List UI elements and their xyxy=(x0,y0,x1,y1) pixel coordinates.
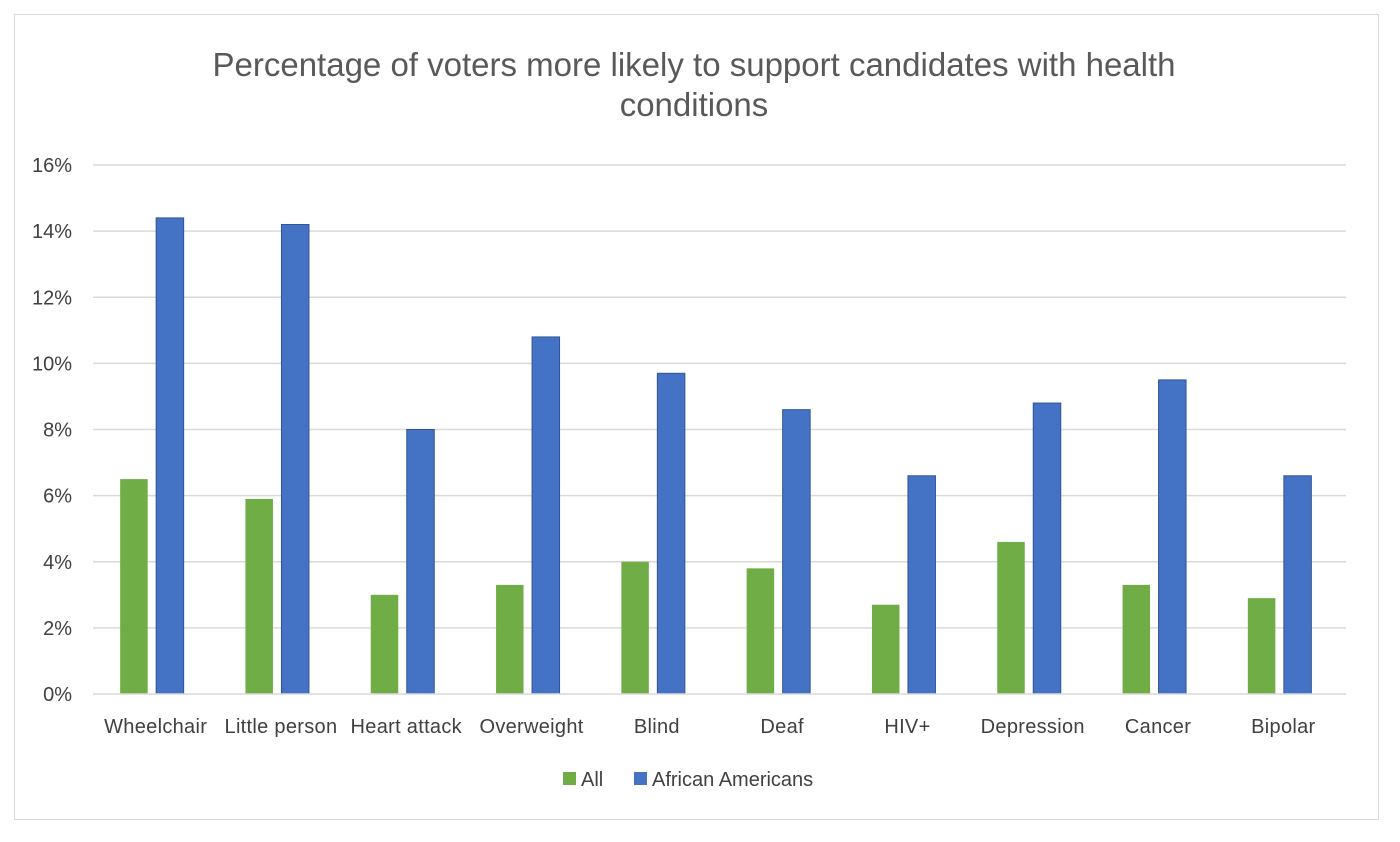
y-tick-label: 4% xyxy=(43,552,72,574)
y-tick-label: 14% xyxy=(32,221,72,243)
legend-swatch-african-americans xyxy=(634,772,647,785)
chart-frame xyxy=(14,14,1379,820)
bar-african-americans-overweight xyxy=(531,336,561,695)
x-category-label: Blind xyxy=(634,716,680,738)
x-category-label: Cancer xyxy=(1125,716,1191,738)
legend-label-all: All xyxy=(581,769,603,791)
bar-african-americans-depression xyxy=(1032,402,1062,695)
y-tick-label: 6% xyxy=(43,486,72,508)
bar-all-heart-attack xyxy=(370,594,399,694)
y-tick-label: 2% xyxy=(43,618,72,640)
chart-title: Percentage of voters more likely to supp… xyxy=(212,46,1175,123)
bar-all-deaf xyxy=(746,568,775,694)
chart-title-line-2: conditions xyxy=(620,86,769,123)
y-tick-label: 0% xyxy=(43,684,72,706)
x-category-label: Deaf xyxy=(760,716,804,738)
y-tick-label: 8% xyxy=(43,420,72,442)
x-axis-categories: Wheelchair Little person Heart attack Overw… xyxy=(104,716,1315,738)
y-tick-label: 10% xyxy=(32,353,72,375)
bar-african-americans-hiv- xyxy=(907,475,936,695)
chart-title-line-1: Percentage of voters more likely to supp… xyxy=(212,46,1175,83)
y-tick-label: 12% xyxy=(32,287,72,309)
bar-african-americans-blind xyxy=(656,372,686,695)
legend: All African Americans xyxy=(563,769,813,791)
x-category-label: Heart attack xyxy=(351,716,463,738)
legend-swatch-all xyxy=(563,772,576,785)
bars xyxy=(120,217,1312,695)
bar-all-blind xyxy=(621,561,649,694)
x-category-label: Overweight xyxy=(479,716,583,738)
x-category-label: Little person xyxy=(225,716,338,738)
x-category-label: Wheelchair xyxy=(104,716,207,738)
y-tick-label: 16% xyxy=(32,155,72,177)
bar-african-americans-heart-attack xyxy=(406,429,435,695)
bar-african-americans-bipolar xyxy=(1283,475,1312,695)
bar-african-americans-deaf xyxy=(782,409,811,695)
legend-label-african-americans: African Americans xyxy=(652,769,813,791)
bar-all-overweight xyxy=(496,584,524,694)
bar-all-wheelchair xyxy=(120,479,148,694)
bar-all-little-person xyxy=(245,498,273,694)
bar-african-americans-wheelchair xyxy=(155,217,185,695)
bar-all-bipolar xyxy=(1247,598,1276,694)
x-category-label: Depression xyxy=(981,716,1085,738)
bar-african-americans-cancer xyxy=(1158,379,1187,695)
x-category-label: HIV+ xyxy=(884,716,930,738)
bar-all-hiv- xyxy=(871,604,900,694)
x-category-label: Bipolar xyxy=(1251,716,1315,738)
bar-african-americans-little-person xyxy=(280,224,310,695)
bar-all-depression xyxy=(997,541,1025,694)
y-axis-ticks: 0% 2% 4% 6% 8% 10% 12% 14% 16% xyxy=(32,155,72,706)
bar-all-cancer xyxy=(1122,584,1151,694)
